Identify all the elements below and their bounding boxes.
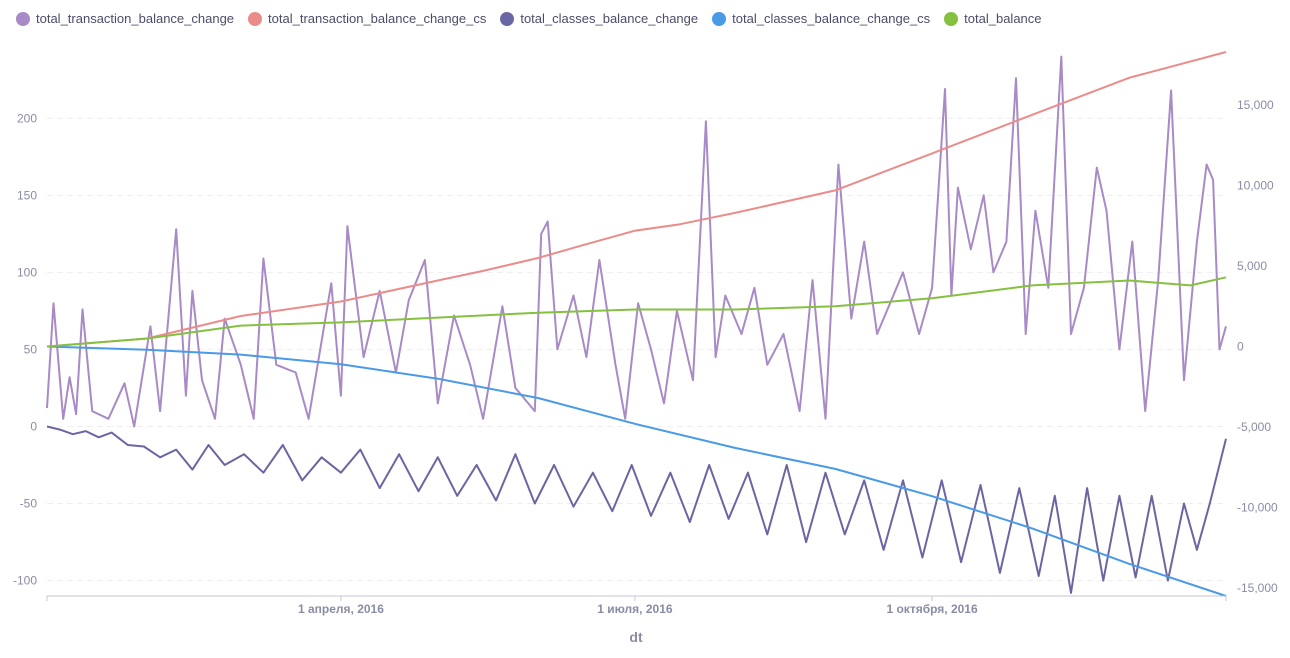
legend-item-total-balance[interactable]: total_balance bbox=[944, 11, 1042, 26]
grid-lines bbox=[47, 117, 1226, 582]
legend-swatch bbox=[500, 11, 515, 26]
legend: total_transaction_balance_change total_tr… bbox=[16, 11, 1042, 26]
series-line-total-transaction-balance-change bbox=[46, 55, 1227, 428]
y-left-tick-label: -100 bbox=[13, 574, 37, 588]
y-left-tick-label: 200 bbox=[17, 111, 37, 125]
legend-item-total-transaction-balance-change[interactable]: total_transaction_balance_change bbox=[16, 11, 234, 26]
legend-label: total_transaction_balance_change bbox=[36, 11, 235, 26]
legend-swatch bbox=[944, 11, 959, 26]
y-left-tick-label: 50 bbox=[24, 342, 38, 356]
y-right-tick-label: 5,000 bbox=[1237, 259, 1267, 273]
legend-item-total-classes-balance-change-cs[interactable]: total_classes_balance_change_cs bbox=[712, 11, 930, 26]
y-right-tick-label: 10,000 bbox=[1237, 179, 1274, 193]
y-left-tick-label: -50 bbox=[20, 497, 38, 511]
legend-swatch bbox=[248, 11, 263, 26]
x-tick-label: 1 октября, 2016 bbox=[886, 602, 977, 616]
series-line-total-balance bbox=[46, 276, 1227, 348]
x-tick-label: 1 апреля, 2016 bbox=[298, 602, 384, 616]
x-tick-label: 1 июля, 2016 bbox=[597, 602, 673, 616]
y-right-tick-label: -5,000 bbox=[1237, 420, 1271, 434]
legend-item-total-classes-balance-change[interactable]: total_classes_balance_change bbox=[500, 11, 698, 26]
y-left-tick-label: 0 bbox=[30, 419, 37, 433]
axes: -100 -50 0 50 100 150 200 -15,000 -10,000 -5,000 0… bbox=[13, 98, 1278, 616]
legend-item-total-transaction-balance-change-cs[interactable]: total_transaction_balance_change_cs bbox=[248, 11, 486, 26]
y-right-tick-label: 0 bbox=[1237, 340, 1244, 354]
series-line-total-classes-balance-change-cs bbox=[46, 345, 1227, 597]
x-axis-title: dt bbox=[629, 629, 643, 645]
y-right-tick-label: -15,000 bbox=[1237, 581, 1278, 595]
legend-label: total_transaction_balance_change_cs bbox=[268, 11, 487, 26]
legend-swatch bbox=[16, 11, 30, 26]
legend-label: total_classes_balance_change_cs bbox=[732, 11, 931, 26]
series-line-total-transaction-balance-change-cs bbox=[46, 51, 1227, 348]
y-right-tick-label: -10,000 bbox=[1237, 500, 1278, 514]
y-left-tick-label: 100 bbox=[17, 265, 37, 279]
legend-swatch bbox=[712, 11, 727, 26]
legend-label: total_classes_balance_change bbox=[520, 11, 699, 26]
y-left-tick-label: 150 bbox=[17, 188, 37, 202]
series-lines bbox=[46, 51, 1227, 597]
series-line-total-classes-balance-change bbox=[46, 425, 1227, 594]
y-right-tick-label: 15,000 bbox=[1237, 98, 1274, 112]
legend-label: total_balance bbox=[964, 11, 1042, 26]
